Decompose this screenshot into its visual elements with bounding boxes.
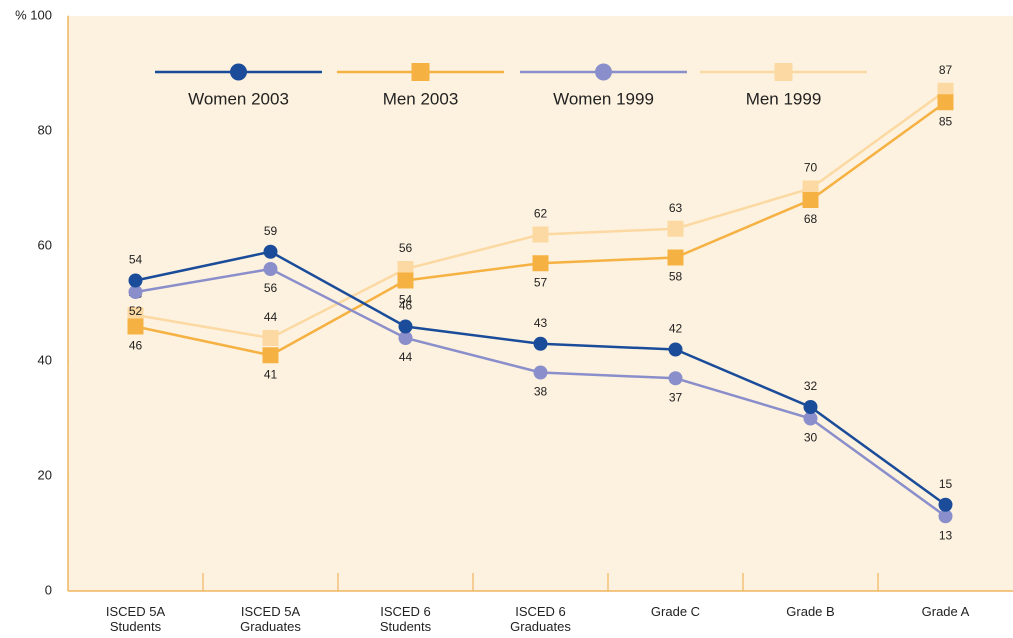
data-label: 37	[669, 390, 683, 404]
legend-marker	[595, 63, 612, 81]
legend-label: Women 1999	[553, 89, 654, 108]
data-label: 56	[399, 241, 413, 255]
data-label: 54	[399, 293, 413, 307]
legend-marker	[230, 63, 247, 81]
x-tick-label: Grade B	[786, 604, 835, 619]
data-point	[128, 285, 143, 299]
data-label: 15	[939, 477, 953, 491]
data-label: 52	[129, 304, 143, 318]
x-tick-label: ISCED 6 Graduates	[510, 604, 571, 634]
plot-background	[68, 16, 1013, 591]
data-point	[128, 273, 143, 288]
data-label: 41	[264, 367, 278, 381]
data-label: 46	[399, 299, 413, 313]
data-point	[533, 336, 548, 351]
data-label: 46	[129, 339, 143, 353]
y-tick-label: % 100	[15, 7, 52, 22]
data-label: 56	[264, 281, 278, 295]
data-point	[802, 192, 819, 208]
data-label: 57	[534, 275, 548, 289]
y-tick-label: 20	[38, 467, 52, 482]
data-label: 32	[804, 379, 818, 393]
x-tick-label: ISCED 5A Graduates	[240, 604, 301, 634]
data-label: 68	[804, 212, 818, 226]
data-point	[532, 226, 549, 243]
legend-marker	[774, 63, 793, 81]
data-label: 44	[399, 350, 413, 364]
data-label: 54	[129, 253, 143, 267]
data-point	[937, 94, 954, 111]
x-tick-label: ISCED 5A Students	[105, 604, 166, 634]
data-label: 62	[534, 207, 548, 221]
data-point	[938, 509, 953, 524]
data-point	[667, 220, 684, 237]
data-label: 30	[804, 431, 818, 445]
data-point	[533, 365, 548, 380]
data-label: 43	[534, 316, 548, 330]
data-point	[803, 400, 818, 414]
data-point	[668, 371, 683, 386]
data-point	[803, 411, 818, 426]
data-point	[262, 347, 279, 364]
y-tick-label: 60	[38, 237, 52, 252]
x-tick-label: Grade A	[921, 604, 970, 619]
x-tick-label: ISCED 6 Students	[379, 604, 432, 634]
data-point	[263, 262, 278, 276]
data-label: 70	[804, 161, 818, 175]
data-label: 58	[669, 270, 683, 284]
y-tick-label: 0	[45, 582, 52, 597]
legend-label: Men 2003	[383, 89, 459, 108]
data-point	[263, 244, 278, 259]
data-label: 42	[669, 322, 683, 336]
data-label: 44	[264, 310, 278, 324]
x-tick-label: Grade C	[650, 604, 701, 619]
y-tick-label: 80	[38, 122, 52, 137]
data-point	[127, 318, 144, 335]
legend-label: Women 2003	[188, 89, 289, 108]
data-label: 38	[534, 385, 548, 399]
data-label: 13	[939, 528, 953, 542]
data-point	[668, 342, 683, 357]
data-point	[398, 331, 413, 345]
y-tick-label: 40	[38, 352, 52, 367]
legend-label: Men 1999	[746, 89, 822, 108]
data-label: 85	[939, 114, 953, 128]
data-label: 59	[264, 224, 278, 238]
data-label: 87	[939, 63, 953, 77]
data-point	[398, 319, 413, 334]
data-point	[938, 497, 953, 512]
legend-marker	[411, 63, 430, 81]
data-point	[532, 255, 549, 272]
data-point	[262, 330, 279, 346]
data-point	[397, 272, 414, 289]
data-label: 63	[669, 201, 683, 215]
data-point	[667, 249, 684, 266]
